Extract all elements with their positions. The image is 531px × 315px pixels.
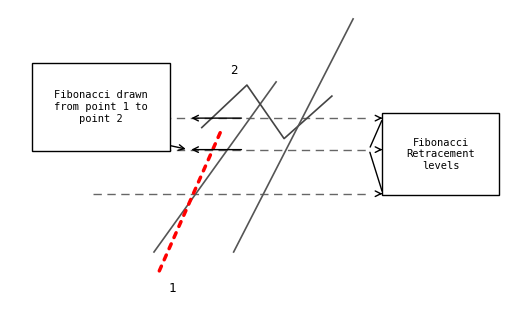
Text: 2: 2	[230, 64, 237, 77]
FancyBboxPatch shape	[32, 63, 170, 151]
FancyBboxPatch shape	[382, 113, 499, 195]
Text: Fibonacci drawn
from point 1 to
point 2: Fibonacci drawn from point 1 to point 2	[54, 90, 148, 124]
Text: Fibonacci
Retracement
levels: Fibonacci Retracement levels	[406, 138, 475, 171]
Text: 1: 1	[169, 282, 176, 295]
